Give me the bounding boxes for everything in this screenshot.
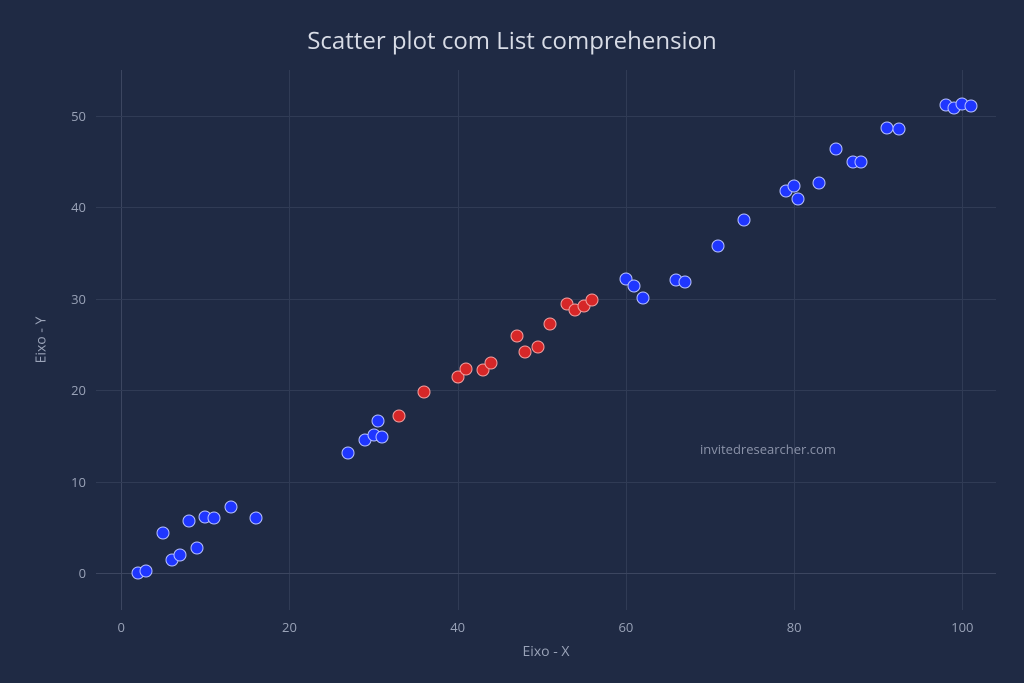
scatter-point (460, 363, 473, 376)
scatter-point (544, 317, 557, 330)
scatter-point (207, 512, 220, 525)
y-tick-label: 20 (71, 381, 86, 399)
x-axis-label: Eixo - X (96, 642, 996, 661)
scatter-point (628, 280, 641, 293)
scatter-point (190, 541, 203, 554)
scatter-point (510, 330, 523, 343)
scatter-point (636, 291, 649, 304)
scatter-point (678, 276, 691, 289)
scatter-point (249, 512, 262, 525)
scatter-point (418, 386, 431, 399)
chart-title: Scatter plot com List comprehension (0, 24, 1024, 57)
scatter-point (531, 341, 544, 354)
chart-container: Scatter plot com List comprehension Eixo… (0, 0, 1024, 683)
gridline-vertical (962, 70, 963, 610)
x-tick-label: 20 (282, 618, 297, 636)
gridline-horizontal (96, 207, 996, 208)
scatter-point (737, 214, 750, 227)
y-axis-label: Eixo - Y (32, 70, 51, 610)
gridline-vertical (289, 70, 290, 610)
y-tick-label: 0 (79, 564, 86, 582)
scatter-point (485, 356, 498, 369)
gridline-vertical (121, 70, 122, 610)
x-tick-label: 0 (118, 618, 125, 636)
x-tick-label: 80 (787, 618, 802, 636)
y-tick-label: 30 (71, 290, 86, 308)
x-tick-label: 60 (618, 618, 633, 636)
y-tick-label: 10 (71, 473, 86, 491)
scatter-point (518, 345, 531, 358)
gridline-vertical (794, 70, 795, 610)
scatter-point (964, 99, 977, 112)
scatter-point (392, 409, 405, 422)
x-tick-label: 100 (951, 618, 973, 636)
scatter-point (792, 193, 805, 206)
scatter-point (880, 121, 893, 134)
gridline-horizontal (96, 299, 996, 300)
gridline-horizontal (96, 573, 996, 574)
scatter-point (342, 447, 355, 460)
scatter-point (813, 176, 826, 189)
y-tick-label: 40 (71, 198, 86, 216)
gridline-horizontal (96, 390, 996, 391)
scatter-point (375, 431, 388, 444)
scatter-point (371, 415, 384, 428)
scatter-point (157, 527, 170, 540)
scatter-point (174, 549, 187, 562)
gridline-vertical (626, 70, 627, 610)
plot-area (96, 70, 996, 610)
scatter-point (830, 142, 843, 155)
scatter-point (788, 180, 801, 193)
gridline-horizontal (96, 482, 996, 483)
scatter-point (586, 293, 599, 306)
y-tick-label: 50 (71, 107, 86, 125)
gridline-vertical (458, 70, 459, 610)
x-tick-label: 40 (450, 618, 465, 636)
scatter-point (224, 500, 237, 513)
scatter-point (712, 239, 725, 252)
scatter-point (893, 123, 906, 136)
scatter-point (182, 515, 195, 528)
scatter-point (855, 156, 868, 169)
gridline-horizontal (96, 116, 996, 117)
watermark-text: invitedresearcher.com (700, 440, 836, 458)
scatter-point (140, 564, 153, 577)
